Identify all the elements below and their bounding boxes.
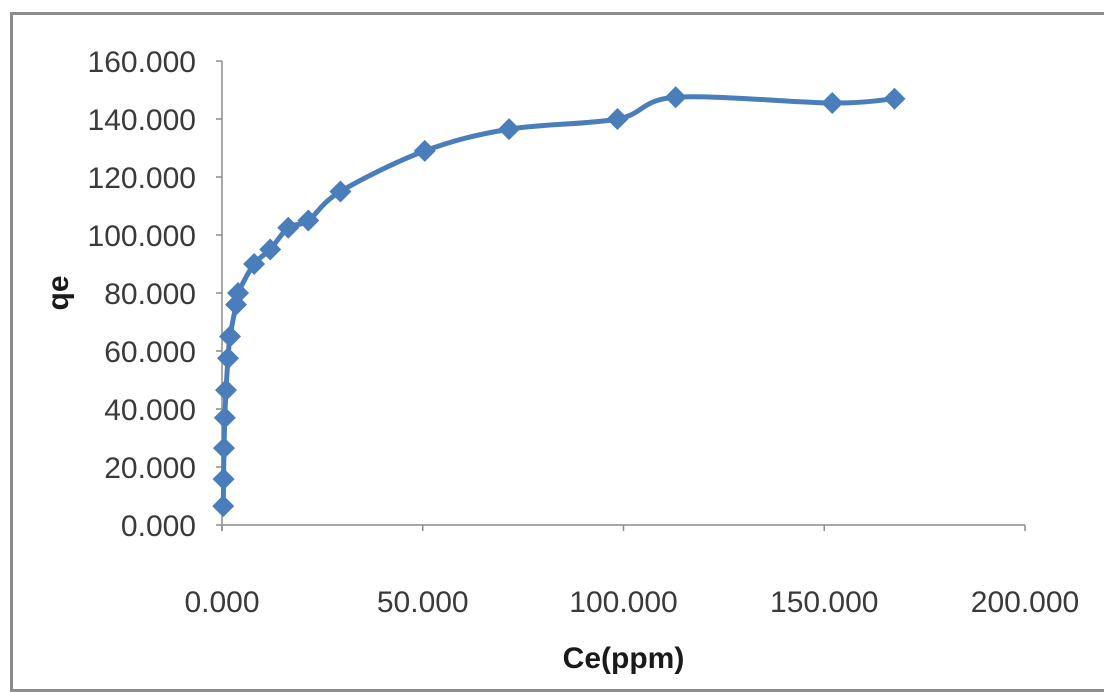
- y-axis-title: qe: [42, 275, 75, 310]
- y-tick-group: 0.000 20.000 40.000 60.000 80.000 100.000 120.…: [88, 46, 222, 543]
- x-tick-label: 150.000: [770, 586, 878, 619]
- data-point-marker: [821, 92, 844, 115]
- axes: [221, 61, 1025, 531]
- data-point-marker: [212, 468, 235, 491]
- data-point-marker: [329, 180, 352, 203]
- y-tick-label: 40.000: [104, 394, 196, 427]
- y-tick-label: 60.000: [104, 336, 196, 369]
- data-point-marker: [277, 216, 300, 239]
- y-tick-label: 0.000: [121, 510, 196, 543]
- series-line: [220, 94, 898, 509]
- x-tick-label: 50.000: [377, 586, 469, 619]
- data-point-marker: [213, 406, 236, 429]
- y-tick-label: 120.000: [88, 162, 196, 195]
- data-point-marker: [215, 379, 238, 402]
- data-point-marker: [213, 437, 236, 460]
- x-tick-label: 200.000: [971, 586, 1079, 619]
- data-point-marker: [227, 282, 250, 304]
- x-tick-label: 0.000: [184, 586, 259, 619]
- marker-group: [212, 86, 906, 518]
- data-point-marker: [413, 139, 436, 162]
- x-axis-title: Ce(ppm): [563, 642, 685, 675]
- x-tick-group: 0.000 50.000 100.000 150.000 200.000: [184, 525, 1079, 619]
- data-point-marker: [297, 209, 320, 232]
- data-point-marker: [606, 108, 629, 130]
- data-point-marker: [498, 118, 521, 141]
- data-point-marker: [217, 347, 240, 370]
- data-point-marker: [883, 87, 906, 110]
- data-point-marker: [219, 325, 242, 348]
- y-tick-label: 80.000: [104, 278, 196, 311]
- data-point-marker: [664, 86, 687, 109]
- y-tick-label: 100.000: [88, 220, 196, 253]
- data-point-marker: [259, 238, 282, 261]
- y-tick-label: 140.000: [88, 104, 196, 137]
- data-point-marker: [212, 495, 235, 518]
- x-tick-label: 100.000: [569, 586, 677, 619]
- y-tick-label: 160.000: [88, 46, 196, 79]
- data-point-marker: [243, 253, 266, 275]
- y-tick-label: 20.000: [104, 452, 196, 485]
